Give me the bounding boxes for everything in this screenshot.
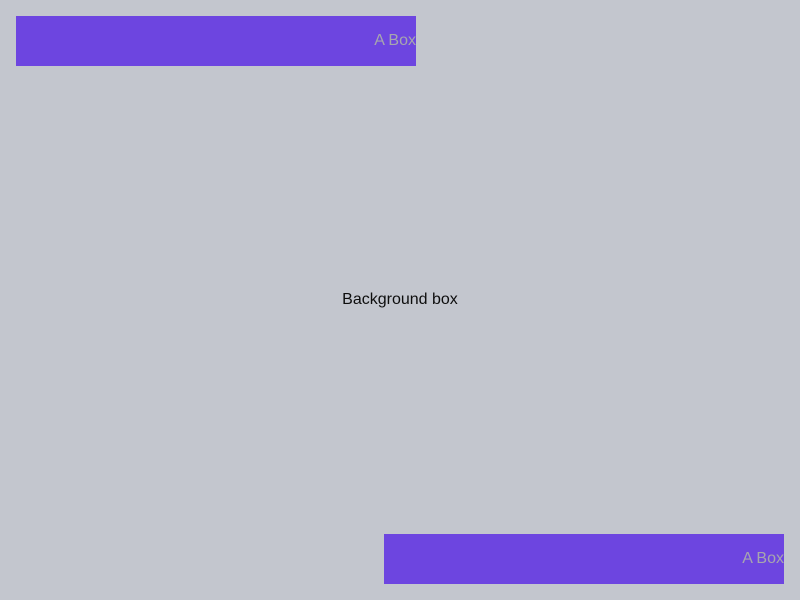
bottom-box-label: A Box: [742, 550, 784, 567]
top-box: A Box: [16, 16, 416, 66]
top-box-label: A Box: [374, 32, 416, 49]
background-box-label: Background box: [342, 291, 458, 308]
bottom-box: A Box: [384, 534, 784, 584]
